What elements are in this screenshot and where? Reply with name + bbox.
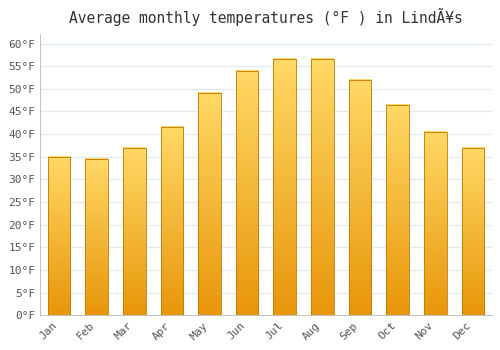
- Bar: [311, 60, 334, 315]
- Bar: [123, 148, 146, 315]
- Bar: [424, 132, 446, 315]
- Bar: [198, 93, 221, 315]
- Bar: [198, 93, 221, 315]
- Bar: [348, 80, 372, 315]
- Bar: [386, 105, 409, 315]
- Bar: [311, 60, 334, 315]
- Bar: [274, 60, 296, 315]
- Title: Average monthly temperatures (°F ) in LindÃ¥s: Average monthly temperatures (°F ) in Li…: [69, 8, 463, 26]
- Bar: [160, 127, 183, 315]
- Bar: [48, 157, 70, 315]
- Bar: [86, 159, 108, 315]
- Bar: [48, 157, 70, 315]
- Bar: [348, 80, 372, 315]
- Bar: [236, 71, 258, 315]
- Bar: [236, 71, 258, 315]
- Bar: [123, 148, 146, 315]
- Bar: [86, 159, 108, 315]
- Bar: [386, 105, 409, 315]
- Bar: [160, 127, 183, 315]
- Bar: [424, 132, 446, 315]
- Bar: [462, 148, 484, 315]
- Bar: [462, 148, 484, 315]
- Bar: [274, 60, 296, 315]
